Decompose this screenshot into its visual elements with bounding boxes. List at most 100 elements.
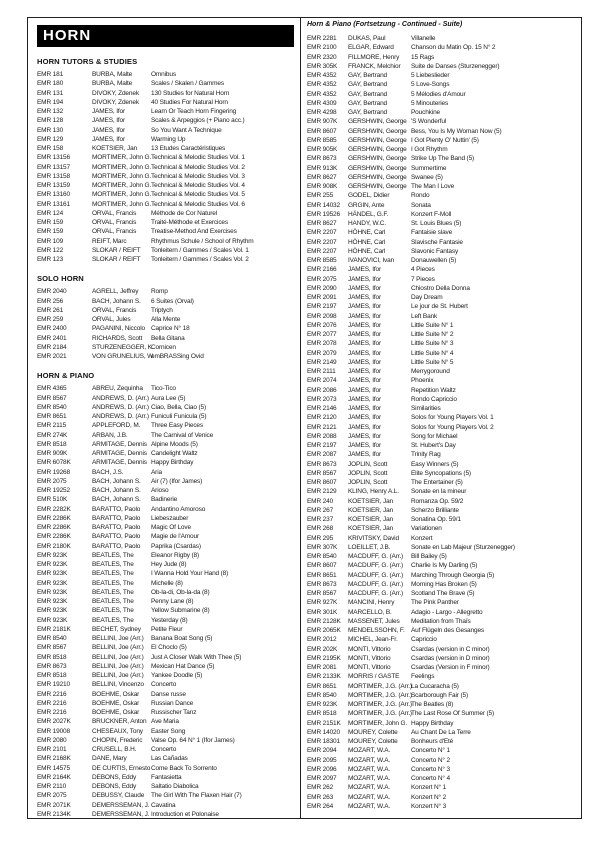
item-title: St. Hubert's Day [411, 442, 456, 449]
catalog-row: EMR 2088 JAMES, Ifor Song for Michael [307, 432, 577, 441]
item-composer: JAMES, Ifor [348, 432, 382, 440]
item-composer: GERSHWIN, George [348, 136, 407, 144]
catalog-row: EMR 261 ORVAL, Francis Triptych [37, 306, 294, 315]
catalog-row: EMR 295 KRIVITSKY, David Konzert [307, 534, 577, 543]
item-composer: MOZART, W.A. [348, 747, 391, 755]
item-title: Little Suite N° 3 [411, 340, 454, 348]
item-title: Scales / Skalen / Gammes [151, 80, 224, 88]
item-code: EMR 8585 [307, 136, 337, 144]
item-title: Little Suite N° 1 [411, 321, 454, 329]
item-code: EMR 194 [37, 98, 64, 106]
catalog-row: EMR 2074 JAMES, Ifor Phoenix [307, 376, 577, 385]
item-title: Banana Boat Song (5) [151, 635, 213, 642]
item-code: EMR 8567 [307, 590, 337, 597]
item-code: EMR 510K [37, 496, 68, 504]
item-code: EMR 2216 [37, 709, 67, 716]
item-code: EMR 2096 [307, 765, 337, 773]
item-code: EMR 8673 [37, 662, 67, 670]
catalog-rows: EMR 2040 AGRELL, Jeffrey Romp EMR 256 BACH, … [37, 287, 294, 361]
item-composer: GAY, Bertrand [348, 90, 387, 98]
item-title: Liebeszauber [151, 514, 189, 522]
item-composer: KOETSIER, Jan [348, 516, 394, 523]
catalog-row: EMR 131 DIVOKY, Zdenek 130 Studies for Nat… [37, 89, 294, 98]
item-code: EMR 4352 [307, 72, 337, 79]
item-composer: MACDUFF, G. (Arr.) [348, 580, 404, 588]
catalog-row: EMR 2110 DEBONS, Eddy Saltatio Diabolica [37, 782, 294, 791]
item-title: Learn Or Teach Horn Fingering [151, 108, 237, 115]
item-composer: GAY, Bertrand [348, 109, 387, 116]
item-composer: STURZENEGGER, K. [92, 343, 154, 351]
catalog-row: EMR 2111 JAMES, Ifor Merrygoround [307, 367, 577, 376]
catalog-row: EMR 18301 MOUREY, Colette Bonheurs d'Eté [307, 737, 577, 746]
item-title: Yellow Submarine (8) [151, 607, 210, 615]
catalog-row: EMR 913K GERSHWIN, George Summertime [307, 164, 577, 173]
item-code: EMR 2168K [37, 755, 71, 763]
catalog-row: EMR 267 KOETSIER, Jan Scherzo Brilliante [307, 506, 577, 515]
item-composer: SLOKAR / REIFT [92, 256, 141, 263]
item-composer: JAMES, Ifor [348, 284, 382, 292]
item-code: EMR 128 [37, 117, 64, 125]
item-title: The Pink Panther [411, 599, 459, 607]
item-code: EMR 2079 [307, 349, 337, 357]
item-title: Csardas (Version in F minor) [411, 664, 490, 671]
item-code: EMR 261 [37, 306, 64, 314]
item-title: Sonata [411, 201, 431, 209]
item-composer: GERSHWIN, George [348, 183, 407, 190]
catalog-row: EMR 8540 MORTIMER, J.G. (Arr.) Scarborough… [307, 691, 577, 700]
catalog-row: EMR 263 MOZART, W.A. Konzert N° 2 [307, 793, 577, 802]
catalog-row: EMR 128 JAMES, Ifor Scales & Arpeggios (+ … [37, 116, 294, 125]
item-composer: HÄNDEL, G.F. [348, 210, 389, 218]
item-title: Las Cañadas [151, 755, 188, 763]
item-composer: MONTI, Vittorio [348, 654, 391, 662]
item-title: Yankee Doodle (5) [151, 672, 203, 679]
item-title: 5 Love-Songs [411, 81, 450, 89]
item-code: EMR 180 [37, 80, 64, 88]
item-title: Elite Syncopations (5) [411, 469, 471, 477]
item-code: EMR 263 [307, 793, 334, 801]
item-title: Aria [151, 468, 162, 476]
item-code: EMR 923K [37, 570, 68, 578]
catalog-row: EMR 2095 MOZART, W.A. Concerto N° 2 [307, 756, 577, 765]
catalog-row: EMR 262 MOZART, W.A. Konzert N° 1 [307, 783, 577, 792]
section-heading: HORN & PIANO [37, 371, 95, 381]
catalog-row: EMR 8518 BELLINI, Joe (Arr.) Just A Closer… [37, 653, 294, 662]
item-composer: JAMES, Ifor [348, 303, 382, 311]
item-title: So You Want A Technique [151, 126, 222, 134]
item-composer: ARMITAGE, Dennis [92, 450, 147, 457]
catalog-row: EMR 2121 JAMES, Ifor Solos for Young Playe… [307, 423, 577, 432]
catalog-row: EMR 8540 BELLINI, Joe (Arr.) Banana Boat S… [37, 634, 294, 643]
item-title: The Entertainer (5) [411, 479, 463, 486]
item-composer: ARMITAGE, Dennis [92, 440, 147, 448]
item-title: Come Back To Sorrento [151, 764, 217, 772]
item-composer: RICHARDS, Scott [92, 334, 143, 342]
item-title: Strike Up The Band (5) [411, 155, 475, 163]
item-composer: BACH, Johann S. [92, 496, 141, 504]
item-composer: GERSHWIN, George [348, 155, 407, 163]
item-code: EMR 2281 [307, 35, 337, 42]
item-code: EMR 237 [307, 516, 334, 523]
catalog-row: EMR 8651 MORTIMER, J.G. (Arr.) La Cucarach… [307, 682, 577, 691]
item-code: EMR 8651 [307, 571, 337, 579]
item-code: EMR 4352 [307, 90, 337, 98]
catalog-row: EMR 8673 MACDUFF, G. (Arr.) Morning Has Br… [307, 580, 577, 589]
item-title: 130 Studies for Natural Horn [151, 89, 230, 97]
catalog-row: EMR 2081 MONTI, Vittorio Csardas (Version … [307, 663, 577, 672]
item-title: Trinity Rag [411, 451, 441, 459]
catalog-row: EMR 2207 HÖHNE, Carl Slavonic Fantasy [307, 247, 577, 256]
item-composer: HÖHNE, Carl [348, 247, 386, 255]
item-title: Caprice N° 18 [151, 325, 190, 333]
item-code: EMR 2090 [307, 284, 337, 292]
item-code: EMR 8518 [37, 653, 67, 661]
item-title: Ob-la-di, Ob-la-da (8) [151, 588, 210, 596]
item-code: EMR 268 [307, 525, 334, 533]
catalog-row: EMR 2120 JAMES, Ifor Solos for Young Playe… [307, 413, 577, 422]
catalog-row: EMR 256 BACH, Johann S. 6 Suites (Orval) [37, 297, 294, 306]
item-composer: JAMES, Ifor [348, 442, 382, 449]
catalog-row: EMR 923K BEATLES, The Penny Lane (8) [37, 597, 294, 606]
item-code: EMR 2012 [307, 636, 337, 644]
section-horn-piano: HORN & PIANO EMR 4365 ABREU, Zequinha Tico… [37, 371, 294, 819]
item-title: Aura Lee (5) [151, 394, 186, 402]
item-title: Slavonic Fantasy [411, 247, 459, 255]
item-title: Similarities [411, 405, 441, 412]
item-composer: APPLEFORD, M. [92, 422, 141, 430]
